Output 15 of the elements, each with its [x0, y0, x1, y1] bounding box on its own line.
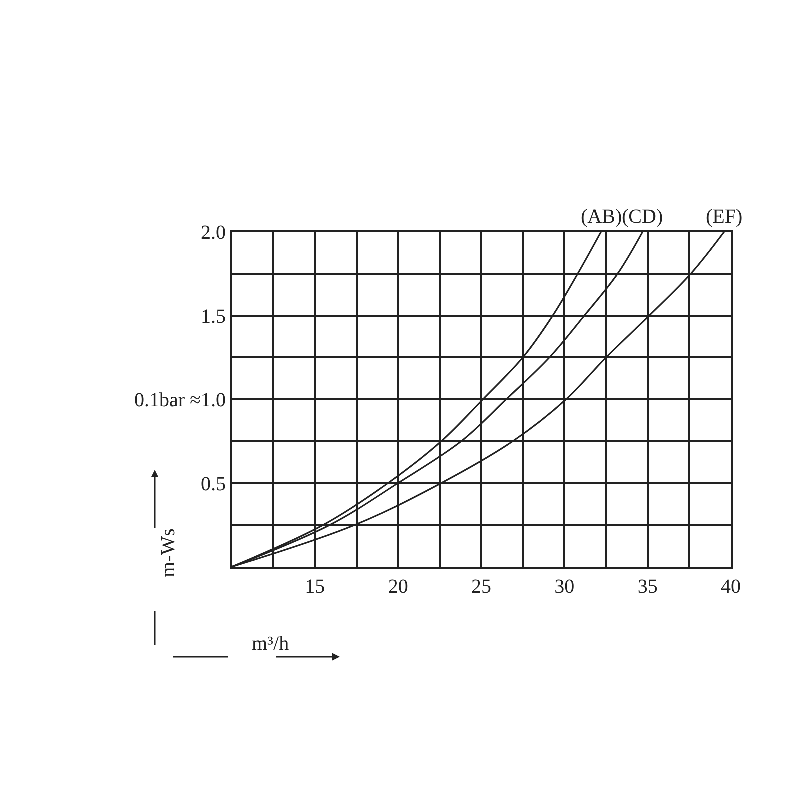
- x-tick-label: 20: [388, 576, 408, 598]
- x-tick-label: 35: [638, 576, 658, 598]
- series-label: (EF): [706, 206, 743, 228]
- y-tick-label: 0.1bar ≈1.0: [134, 390, 226, 412]
- x-tick-label: 40: [721, 576, 741, 598]
- x-tick-label: 25: [472, 576, 492, 598]
- y-tick-label: 2.0: [201, 222, 226, 244]
- series-label: (AB): [581, 206, 622, 228]
- series-label: (CD): [622, 206, 664, 228]
- x-tick-label: 15: [305, 576, 326, 598]
- x-tick-label: 30: [554, 576, 575, 598]
- y-tick-label: 1.5: [201, 306, 226, 328]
- y-tick-label: 0.5: [201, 473, 226, 496]
- x-axis-title: m³/h: [252, 633, 290, 655]
- y-axis-title: m-Ws: [158, 528, 180, 578]
